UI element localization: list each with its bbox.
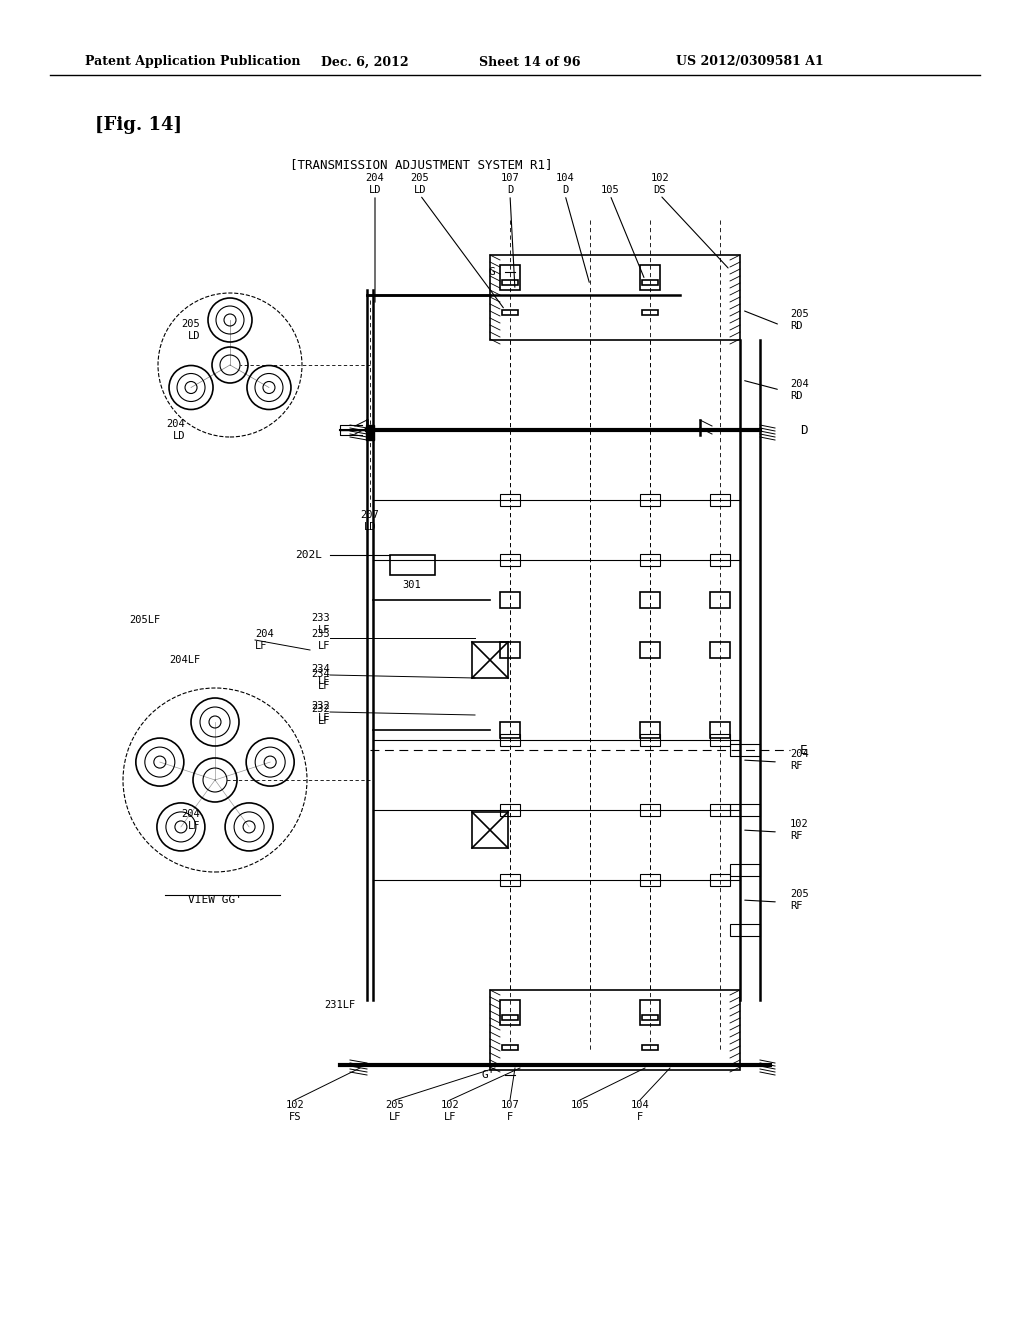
Text: 205
RF: 205 RF: [790, 890, 809, 911]
Bar: [640, 804, 660, 816]
Bar: [472, 642, 508, 678]
Bar: [472, 812, 508, 847]
Text: 205
LD: 205 LD: [181, 319, 200, 341]
Text: 234
LF: 234 LF: [311, 669, 330, 690]
Bar: [640, 1001, 660, 1026]
Bar: [390, 554, 435, 576]
Bar: [366, 425, 374, 440]
Text: 102
DS: 102 DS: [650, 173, 670, 195]
Text: 204LF: 204LF: [169, 655, 200, 665]
Text: 233
LF: 233 LF: [311, 630, 330, 651]
Bar: [502, 280, 518, 285]
Text: 107
D: 107 D: [501, 173, 519, 195]
Bar: [500, 591, 520, 609]
Text: D: D: [800, 424, 808, 437]
Bar: [730, 865, 760, 876]
Text: [Fig. 14]: [Fig. 14]: [95, 116, 182, 135]
Text: 232
LF: 232 LF: [311, 701, 330, 723]
Bar: [500, 554, 520, 566]
Text: 207
LD: 207 LD: [360, 510, 379, 532]
Bar: [500, 804, 520, 816]
Bar: [710, 494, 730, 506]
Bar: [710, 734, 730, 746]
Bar: [502, 1015, 518, 1020]
Text: 102
LF: 102 LF: [440, 1100, 460, 1122]
Bar: [710, 591, 730, 609]
Text: 102
FS: 102 FS: [286, 1100, 304, 1122]
Text: G': G': [481, 1071, 495, 1080]
Text: 204
LF: 204 LF: [255, 630, 273, 651]
Bar: [642, 280, 658, 285]
Bar: [710, 874, 730, 886]
Bar: [710, 642, 730, 657]
Bar: [500, 734, 520, 746]
Text: [TRANSMISSION ADJUSTMENT SYSTEM R1]: [TRANSMISSION ADJUSTMENT SYSTEM R1]: [290, 158, 553, 172]
Bar: [640, 494, 660, 506]
Text: 104
F: 104 F: [631, 1100, 649, 1122]
Text: 231LF: 231LF: [325, 1001, 355, 1010]
Bar: [642, 1015, 658, 1020]
Text: 204
RD: 204 RD: [790, 379, 809, 401]
Bar: [640, 642, 660, 657]
Text: 105: 105: [570, 1100, 590, 1110]
Text: 301: 301: [402, 579, 421, 590]
Text: 205
LF: 205 LF: [386, 1100, 404, 1122]
Bar: [710, 554, 730, 566]
Bar: [490, 990, 740, 1071]
Bar: [730, 924, 760, 936]
Bar: [710, 804, 730, 816]
Bar: [490, 255, 740, 341]
Bar: [500, 265, 520, 290]
Text: VIEW GG': VIEW GG': [188, 895, 242, 906]
Text: 102
RF: 102 RF: [790, 820, 809, 841]
Text: 204
RF: 204 RF: [790, 750, 809, 771]
Text: 202L: 202L: [295, 550, 322, 560]
Bar: [710, 722, 730, 738]
Bar: [730, 804, 760, 816]
Text: E: E: [800, 743, 808, 756]
Text: 205
LD: 205 LD: [411, 173, 429, 195]
Bar: [640, 265, 660, 290]
Text: 233
LF: 233 LF: [311, 614, 330, 635]
Text: Dec. 6, 2012: Dec. 6, 2012: [322, 55, 409, 69]
Bar: [640, 722, 660, 738]
Text: Sheet 14 of 96: Sheet 14 of 96: [479, 55, 581, 69]
Text: 232
LF: 232 LF: [311, 704, 330, 726]
Bar: [640, 734, 660, 746]
Text: 205LF: 205LF: [129, 615, 160, 624]
Text: US 2012/0309581 A1: US 2012/0309581 A1: [676, 55, 824, 69]
Text: 107
F: 107 F: [501, 1100, 519, 1122]
Bar: [502, 1045, 518, 1049]
Text: Patent Application Publication: Patent Application Publication: [85, 55, 300, 69]
Bar: [502, 310, 518, 315]
Text: 205
RD: 205 RD: [790, 309, 809, 331]
Bar: [642, 1045, 658, 1049]
Bar: [640, 591, 660, 609]
Text: 204
LD: 204 LD: [166, 420, 185, 441]
Bar: [500, 1001, 520, 1026]
Bar: [640, 874, 660, 886]
Text: 204
LD: 204 LD: [366, 173, 384, 195]
Text: 204
LF: 204 LF: [181, 809, 200, 830]
Bar: [640, 554, 660, 566]
Text: G: G: [488, 267, 495, 277]
Bar: [500, 874, 520, 886]
Text: 104
D: 104 D: [556, 173, 574, 195]
Text: 234
LF: 234 LF: [311, 664, 330, 686]
Bar: [500, 722, 520, 738]
Bar: [500, 494, 520, 506]
Bar: [730, 744, 760, 756]
Bar: [642, 310, 658, 315]
Text: 105: 105: [601, 185, 620, 195]
Bar: [500, 642, 520, 657]
